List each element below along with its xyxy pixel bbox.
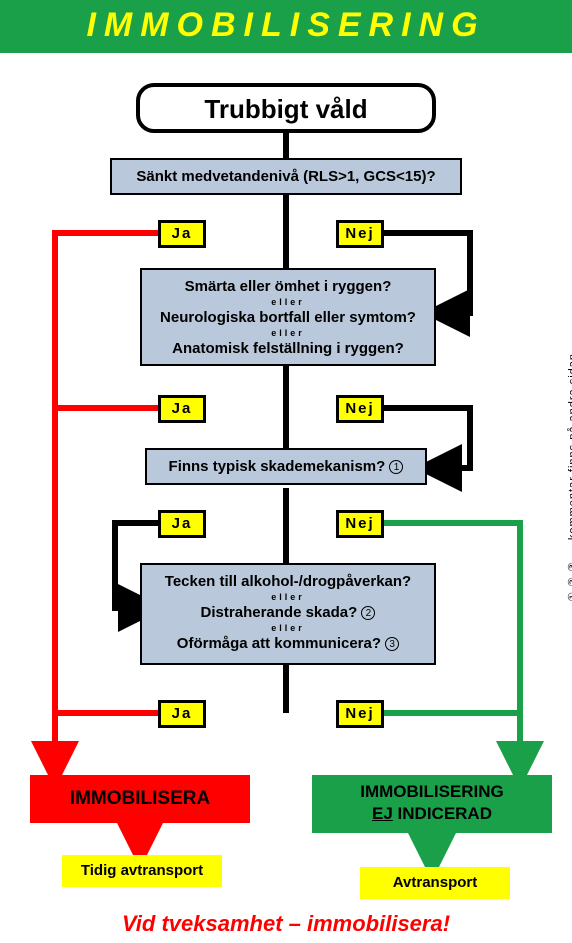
q2-line1: Smärta eller ömhet i ryggen? bbox=[185, 278, 392, 295]
q1-yes: Ja bbox=[158, 220, 206, 248]
question-3: Finns typisk skademekanism? 1 bbox=[145, 448, 427, 485]
q3-yes: Ja bbox=[158, 510, 206, 538]
q2-line3: Anatomisk felställning i ryggen? bbox=[172, 340, 404, 357]
result-green-line2: INDICERAD bbox=[393, 804, 492, 823]
q4-line1: Tecken till alkohol-/drogpåverkan? bbox=[165, 573, 411, 590]
note-1-icon: 1 bbox=[389, 460, 403, 474]
q3-no: Nej bbox=[336, 510, 384, 538]
q2-line2: Neurologiska bortfall eller symtom? bbox=[160, 309, 416, 326]
footer-text: Vid tveksamhet – immobilisera! bbox=[0, 911, 572, 937]
q4-yes: Ja bbox=[158, 700, 206, 728]
result-not-indicated: IMMOBILISERING EJ INDICERAD bbox=[312, 775, 552, 833]
flowchart-canvas: Trubbigt våld Sänkt medvetandenivå (RLS>… bbox=[0, 53, 572, 943]
q2-no: Nej bbox=[336, 395, 384, 423]
q3-text: Finns typisk skademekanism? bbox=[169, 458, 386, 475]
q4-no: Nej bbox=[336, 700, 384, 728]
q4-sep2: eller bbox=[148, 623, 428, 633]
side-note-marks: ① ② ③ bbox=[567, 561, 572, 602]
q2-sep1: eller bbox=[148, 297, 428, 307]
page-header: IMMOBILISERING bbox=[0, 0, 572, 53]
question-2: Smärta eller ömhet i ryggen? eller Neuro… bbox=[140, 268, 436, 366]
transport-early: Tidig avtransport bbox=[62, 855, 222, 887]
q4-line2: Distraherande skada? bbox=[201, 604, 358, 621]
question-1: Sänkt medvetandenivå (RLS>1, GCS<15)? bbox=[110, 158, 462, 195]
q2-sep2: eller bbox=[148, 328, 428, 338]
result-immobilise: IMMOBILISERA bbox=[30, 775, 250, 823]
result-green-line1: IMMOBILISERING bbox=[360, 782, 504, 801]
result-green-ej: EJ bbox=[372, 804, 393, 823]
q2-yes: Ja bbox=[158, 395, 206, 423]
q4-line3: Oförmåga att kommunicera? bbox=[177, 635, 381, 652]
side-note: ① ② ③ - kommentar finns på andra sidan bbox=[566, 353, 572, 602]
start-node: Trubbigt våld bbox=[136, 83, 436, 133]
transport: Avtransport bbox=[360, 867, 510, 899]
question-4: Tecken till alkohol-/drogpåverkan? eller… bbox=[140, 563, 436, 665]
side-note-text: - kommentar finns på andra sidan bbox=[567, 353, 572, 549]
q1-no: Nej bbox=[336, 220, 384, 248]
q4-sep1: eller bbox=[148, 592, 428, 602]
note-3-icon: 3 bbox=[385, 637, 399, 651]
note-2-icon: 2 bbox=[361, 606, 375, 620]
